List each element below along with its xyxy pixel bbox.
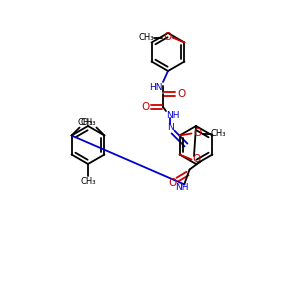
Text: NH: NH — [175, 183, 188, 192]
Text: O: O — [194, 128, 202, 139]
Text: CH₃: CH₃ — [78, 118, 93, 127]
Text: O: O — [163, 32, 172, 43]
Text: CH₃: CH₃ — [211, 129, 226, 138]
Text: O: O — [168, 178, 177, 188]
Text: O: O — [141, 102, 149, 112]
Text: NH: NH — [166, 110, 180, 119]
Text: HN: HN — [149, 82, 163, 91]
Text: N: N — [167, 122, 173, 131]
Text: CH₃: CH₃ — [139, 33, 154, 42]
Text: CH₃: CH₃ — [80, 178, 96, 187]
Text: CH₃: CH₃ — [81, 118, 96, 127]
Text: O: O — [177, 89, 185, 99]
Text: O: O — [192, 154, 201, 164]
